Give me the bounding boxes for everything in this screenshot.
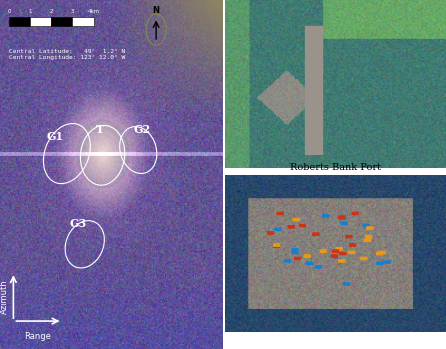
Text: 2: 2 [50,9,53,14]
Bar [9,17,30,26]
Text: G2: G2 [134,124,151,135]
Bar [51,17,72,26]
Text: Azimuth: Azimuth [0,279,9,314]
Text: 4km: 4km [87,9,100,14]
Bar [30,17,51,26]
Text: 0: 0 [7,9,11,14]
Bar [72,17,94,26]
Text: Range: Range [25,332,51,341]
Text: G3: G3 [69,218,87,229]
Text: T: T [96,124,104,135]
Text: Central Latitude:   49°  1.2° N
Central Longitude: 123° 12.0° W: Central Latitude: 49° 1.2° N Central Lon… [9,49,125,60]
Text: N: N [153,6,160,15]
Text: 1: 1 [29,9,32,14]
Text: 3: 3 [71,9,74,14]
Title: Roberts Bank Port: Roberts Bank Port [290,163,381,172]
Text: G1: G1 [47,131,64,142]
